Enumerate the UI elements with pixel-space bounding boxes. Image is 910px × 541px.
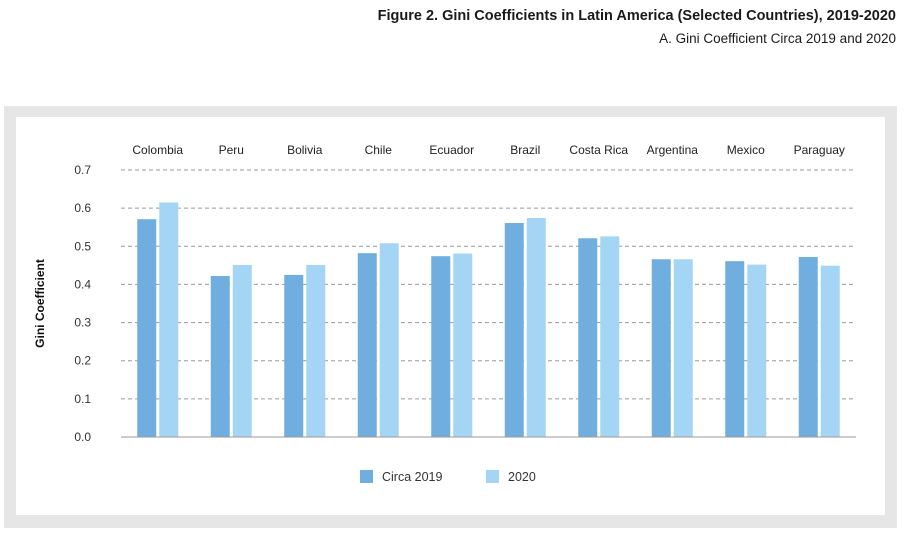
bar-circa-2019 [210, 276, 230, 437]
bar-2020 [453, 253, 473, 437]
bar-2020 [379, 243, 399, 437]
y-tick-label: 0.2 [74, 354, 91, 368]
bar-chart: 0.0 0.1 0.2 0.3 0.4 0.5 0.6 0.7 Colombia Peru Bol… [33, 143, 856, 484]
bar-2020 [673, 259, 693, 437]
category-label: Mexico [727, 143, 765, 157]
legend-label: Circa 2019 [382, 470, 442, 484]
bar-2020 [306, 264, 326, 437]
category-labels: Colombia Peru Bolivia Chile Ecuador Brazil Cos… [132, 143, 845, 157]
bar-circa-2019 [431, 256, 451, 437]
bar-2020 [747, 264, 767, 437]
bar-circa-2019 [578, 238, 598, 437]
chart-panel: 0.0 0.1 0.2 0.3 0.4 0.5 0.6 0.7 Colombia Peru Bol… [16, 117, 885, 515]
bar-circa-2019 [284, 274, 304, 437]
bar-2020 [232, 264, 252, 437]
figure-title: Figure 2. Gini Coefficients in Latin Ame… [377, 8, 896, 24]
y-tick-label: 0.4 [74, 277, 91, 291]
category-label: Costa Rica [569, 143, 628, 157]
bar-2020 [159, 202, 179, 437]
bar-circa-2019 [798, 256, 818, 437]
category-label: Peru [219, 143, 244, 157]
y-tick-label: 0.0 [74, 430, 91, 444]
y-axis-label: Gini Coefficient [33, 259, 47, 348]
y-tick-label: 0.7 [74, 163, 91, 177]
figure-subtitle: A. Gini Coefficient Circa 2019 and 2020 [659, 31, 896, 46]
gridlines [121, 169, 856, 400]
bar-circa-2019 [357, 253, 377, 437]
y-tick-label: 0.6 [74, 201, 91, 215]
category-label: Chile [365, 143, 393, 157]
chart-frame: 0.0 0.1 0.2 0.3 0.4 0.5 0.6 0.7 Colombia Peru Bol… [4, 106, 897, 528]
category-label: Brazil [510, 143, 540, 157]
category-label: Bolivia [287, 143, 323, 157]
y-tick-label: 0.3 [74, 316, 91, 330]
bar-circa-2019 [504, 223, 524, 437]
bar-2020 [526, 218, 546, 437]
legend: Circa 2019 2020 [360, 470, 536, 484]
y-tick-label: 0.5 [74, 239, 91, 253]
bar-circa-2019 [725, 261, 745, 437]
category-label: Paraguay [794, 143, 845, 157]
y-tick-labels: 0.0 0.1 0.2 0.3 0.4 0.5 0.6 0.7 [74, 163, 91, 444]
bar-circa-2019 [651, 259, 671, 437]
bar-2020 [820, 265, 840, 437]
category-label: Ecuador [429, 143, 474, 157]
category-label: Colombia [132, 143, 183, 157]
legend-swatch [360, 470, 373, 483]
category-label: Argentina [647, 143, 699, 157]
legend-swatch [486, 470, 499, 483]
y-tick-label: 0.1 [74, 392, 91, 406]
bar-circa-2019 [137, 219, 157, 437]
bars [137, 202, 840, 437]
bar-2020 [600, 236, 620, 437]
legend-label: 2020 [508, 470, 536, 484]
